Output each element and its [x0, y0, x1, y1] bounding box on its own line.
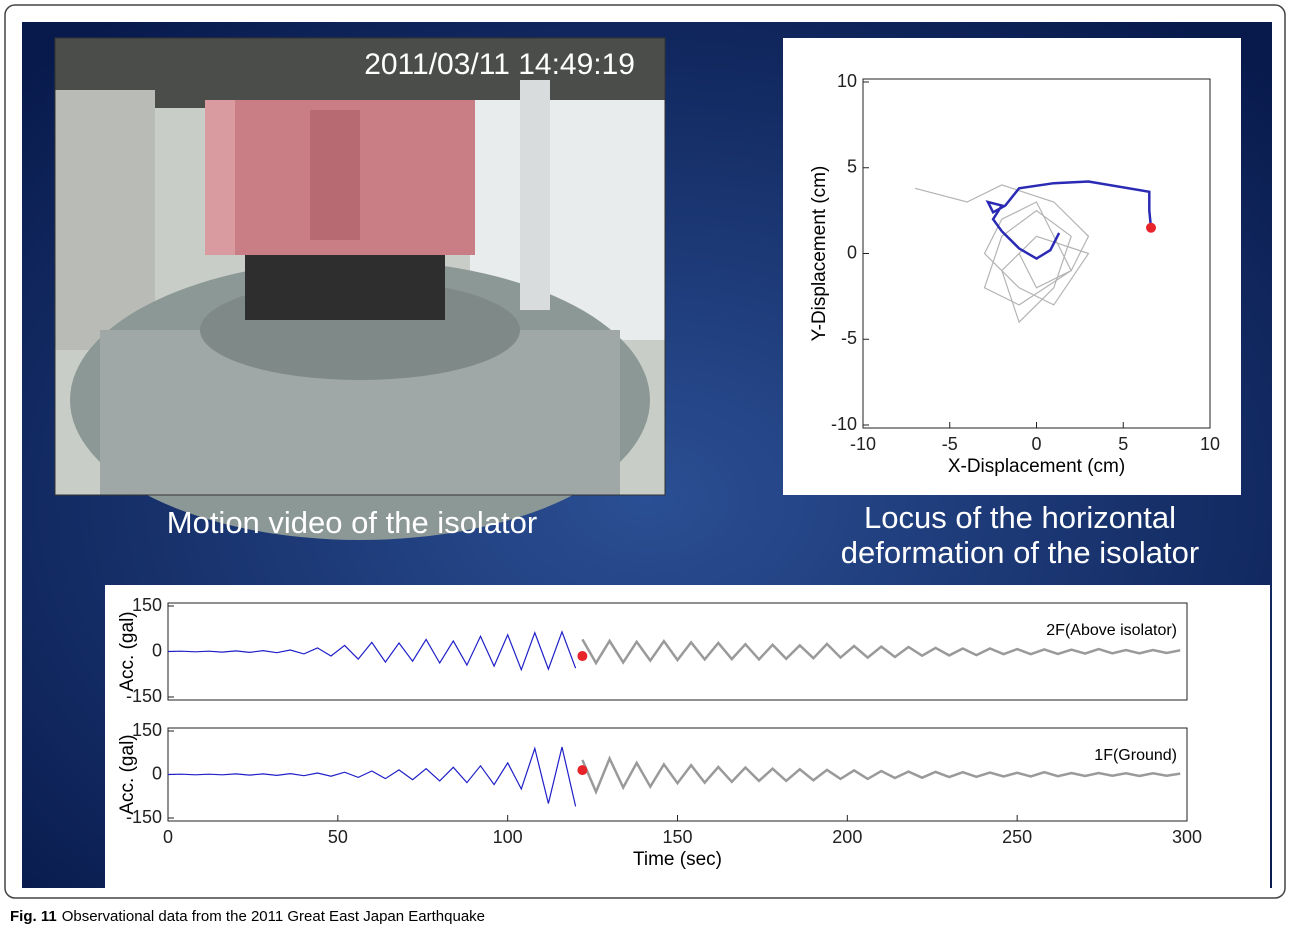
panel-title: Locus of the horizontal — [864, 500, 1176, 535]
current-point — [577, 651, 588, 662]
y-tick-label: 150 — [132, 720, 162, 740]
caption-text: Observational data from the 2011 Great E… — [62, 908, 485, 925]
x-tick-label: -5 — [942, 434, 958, 454]
data-line — [581, 638, 1181, 666]
video-label: Motion video of the isolator — [167, 505, 538, 540]
plot-frame — [167, 602, 1188, 701]
y-tick-label: 0 — [152, 640, 162, 660]
video-frame — [54, 37, 666, 540]
y-tick-label: 150 — [132, 595, 162, 615]
caption: Fig. 11 Observational data from the 2011 … — [10, 908, 485, 925]
series-annotation: 1F(Ground) — [1094, 747, 1177, 764]
current-point — [1146, 222, 1157, 233]
x-tick-label: 0 — [1031, 434, 1041, 454]
x-tick-label: 200 — [832, 827, 862, 847]
y-tick-label: -5 — [841, 328, 857, 348]
x-tick-label: 100 — [493, 827, 523, 847]
y-axis-label: Acc. (gal) — [117, 611, 138, 691]
y-tick-label: -10 — [831, 414, 857, 434]
current-point — [577, 765, 588, 776]
y-axis-label: Acc. (gal) — [117, 734, 138, 814]
x-tick-label: 5 — [1118, 434, 1128, 454]
x-tick-label: -10 — [850, 434, 876, 454]
y-tick-label: -150 — [126, 807, 162, 827]
y-tick-label: -150 — [126, 686, 162, 706]
x-tick-label: 250 — [1002, 827, 1032, 847]
x-tick-label: 10 — [1200, 434, 1220, 454]
plot-frame — [862, 78, 1211, 429]
data-line — [167, 746, 577, 807]
x-tick-label: 300 — [1172, 827, 1202, 847]
caption-label: Fig. 11 — [10, 908, 57, 925]
y-tick-label: 10 — [837, 71, 857, 91]
data-line — [581, 755, 1181, 796]
y-tick-label: 0 — [847, 242, 857, 262]
x-tick-label: 150 — [662, 827, 692, 847]
x-axis-label: X-Displacement (cm) — [948, 456, 1125, 477]
y-axis-label: Y-Displacement (cm) — [809, 166, 830, 342]
data-line — [985, 180, 1153, 261]
panel-title: deformation of the isolator — [841, 535, 1199, 570]
data-line — [914, 184, 1090, 324]
data-line — [167, 630, 577, 672]
x-tick-label: 0 — [163, 827, 173, 847]
x-tick-label: 50 — [328, 827, 348, 847]
y-tick-label: 5 — [847, 157, 857, 177]
y-tick-label: 0 — [152, 763, 162, 783]
x-axis-label: Time (sec) — [633, 849, 722, 870]
series-annotation: 2F(Above isolator) — [1046, 622, 1177, 639]
video-timestamp: 2011/03/11 14:49:19 — [364, 48, 635, 81]
